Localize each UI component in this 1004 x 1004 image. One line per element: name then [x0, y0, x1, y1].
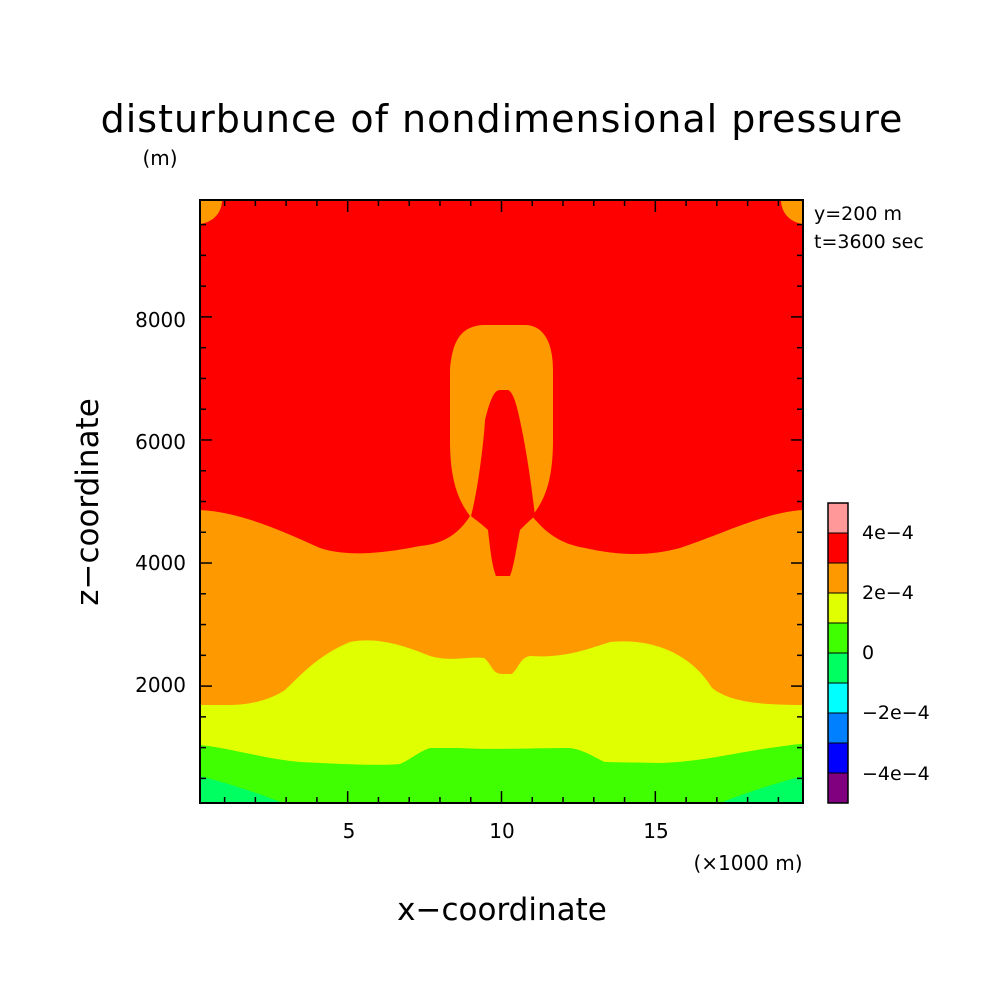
colorbar-swatch: [827, 772, 849, 804]
colorbar-swatch: [827, 712, 849, 744]
contour-region-top-right-corner: [781, 200, 803, 224]
x-tick-label-15: 15: [643, 819, 668, 843]
contour-region-near-surface-layer: [200, 744, 803, 803]
y-tick-label-6000: 6000: [135, 430, 186, 454]
colorbar: [827, 502, 849, 804]
axis-ticks: [200, 200, 803, 803]
contour-region-bottom-right-corner: [720, 776, 803, 803]
x-unit-label: (×1000 m): [693, 851, 802, 875]
x-tick-label-5: 5: [343, 819, 356, 843]
contour-region-bottom-left-corner: [200, 776, 283, 803]
y-tick-label-8000: 8000: [135, 308, 186, 332]
x-tick-label-10: 10: [489, 819, 514, 843]
plot-area: [200, 200, 803, 803]
colorbar-frame: [827, 502, 849, 804]
colorbar-swatch: [827, 622, 849, 654]
x-axis-label: x−coordinate: [397, 892, 607, 928]
contour-region-top-left-corner: [200, 200, 222, 224]
colorbar-label-2e-4: 2e−4: [862, 582, 914, 604]
time-annotation: t=3600 sec: [814, 231, 924, 253]
colorbar-swatch: [827, 562, 849, 594]
colorbar-label-4e-4: 4e−4: [862, 522, 914, 544]
colorbar-label-neg-4e-4: −4e−4: [862, 763, 930, 785]
y-axis-label: z−coordinate: [70, 398, 106, 606]
colorbar-swatch: [827, 742, 849, 774]
chart-title: disturbunce of nondimensional pressure: [101, 97, 904, 141]
y-position-annotation: y=200 m: [814, 203, 902, 225]
colorbar-label-neg-2e-4: −2e−4: [862, 702, 930, 724]
colorbar-labels: 4e−4 2e−4 0 −2e−4 −4e−4: [862, 522, 930, 785]
y-tick-label-2000: 2000: [135, 673, 186, 697]
colorbar-swatch: [827, 682, 849, 714]
contour-region-lower-layer: [200, 640, 803, 803]
contour-region-plume-core: [471, 390, 535, 576]
colorbar-swatch: [827, 532, 849, 564]
y-tick-label-4000: 4000: [135, 551, 186, 575]
colorbar-swatch: [827, 652, 849, 684]
colorbar-label-0: 0: [862, 642, 874, 664]
colorbar-swatch: [827, 502, 849, 534]
colorbar-swatch: [827, 592, 849, 624]
y-unit-label: (m): [142, 146, 177, 170]
